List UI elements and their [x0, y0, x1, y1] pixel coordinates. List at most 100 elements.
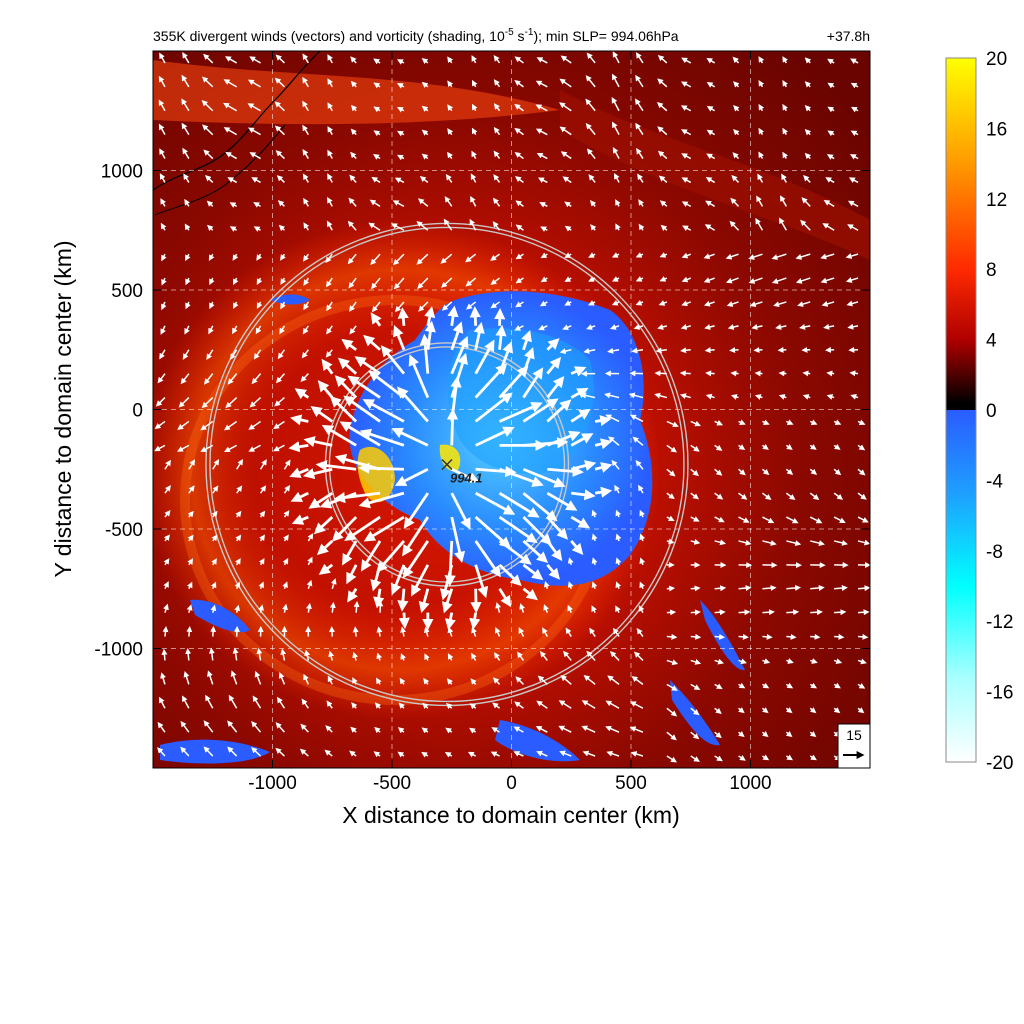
wind-vector [857, 682, 866, 689]
wind-vector [469, 306, 481, 326]
wind-vector [786, 540, 802, 547]
wind-vector [474, 516, 511, 549]
wind-vector [498, 563, 522, 587]
wind-vector [666, 515, 675, 522]
wind-vector [157, 747, 166, 757]
wind-vector [349, 174, 357, 183]
wind-vector [845, 277, 859, 283]
wind-vector [302, 76, 309, 88]
wind-vector [714, 633, 726, 640]
wind-vector [725, 253, 739, 260]
wind-vector [635, 52, 644, 64]
wind-vector [801, 197, 811, 207]
wind-vector [611, 459, 620, 470]
wind-vector [253, 202, 261, 208]
wind-vector [350, 80, 358, 88]
wind-vector [810, 540, 825, 547]
wind-vector [188, 485, 195, 494]
y-tick-label: 0 [132, 401, 143, 422]
wind-vector [539, 202, 548, 208]
wind-vector [522, 347, 535, 375]
wind-vector [785, 682, 794, 689]
wind-vector [827, 106, 835, 113]
wind-vector [471, 55, 477, 64]
wind-vector [185, 277, 191, 286]
wind-vector [570, 460, 597, 471]
wind-vector [417, 277, 429, 289]
wind-vector [303, 222, 310, 231]
wind-vector [591, 509, 598, 518]
wind-vector [612, 121, 620, 136]
wind-vector [282, 557, 289, 566]
wind-vector [301, 349, 309, 359]
wind-vector [857, 468, 866, 476]
wind-vector [660, 224, 668, 231]
wind-vector [810, 633, 821, 640]
wind-vector [761, 731, 769, 738]
wind-vector [303, 301, 310, 311]
wind-vector [465, 301, 477, 310]
wind-vector [681, 201, 692, 208]
wind-vector [611, 276, 620, 282]
wind-vector [782, 56, 789, 64]
wind-vector [833, 419, 842, 425]
wind-vector [635, 252, 644, 258]
wind-vector [494, 626, 501, 637]
wind-vector [368, 222, 381, 231]
wind-vector [331, 516, 358, 542]
wind-vector [450, 321, 464, 351]
wind-vector [373, 58, 381, 65]
x-axis-label: X distance to domain center (km) [342, 802, 679, 828]
wind-vector [259, 459, 267, 470]
wind-vector [421, 727, 429, 734]
wind-vector [227, 746, 238, 757]
wind-vector [833, 682, 841, 689]
wind-vector [629, 726, 644, 733]
wind-vector [607, 347, 620, 354]
wind-vector [540, 252, 548, 259]
wind-vector [559, 102, 572, 112]
wind-vector [605, 414, 620, 423]
wind-vector [580, 392, 596, 399]
wind-vector [857, 609, 870, 616]
wind-vector [857, 539, 870, 546]
wind-vector [210, 581, 217, 590]
wind-vector [493, 126, 501, 136]
wind-vector [586, 650, 596, 661]
wind-vector [585, 98, 596, 112]
wind-vector [373, 751, 381, 758]
wind-vector [629, 701, 644, 709]
wind-vector [559, 78, 572, 88]
wind-vector [290, 491, 309, 502]
wind-vector [847, 200, 859, 208]
wind-vector [834, 609, 847, 616]
wind-vector [423, 626, 430, 637]
wind-vector [396, 386, 429, 423]
wind-vector [280, 277, 287, 285]
wind-vector [738, 658, 748, 665]
wind-vector [631, 347, 644, 354]
wind-vector [679, 370, 691, 377]
wind-vector [639, 581, 645, 590]
wind-vector [228, 694, 238, 709]
wind-vector [639, 533, 646, 542]
wind-vector [329, 601, 336, 613]
wind-vector [754, 394, 763, 400]
wind-vector [185, 301, 191, 310]
wind-vector [615, 581, 622, 590]
wind-vector [302, 124, 309, 136]
wind-vector [795, 277, 811, 284]
wind-vector [809, 731, 817, 738]
wind-vector [636, 147, 644, 159]
wind-vector [444, 751, 453, 758]
wind-vector [850, 58, 859, 65]
wind-vector [738, 539, 752, 546]
wind-vector [302, 173, 309, 183]
wind-vector [857, 492, 867, 500]
wind-vector [447, 80, 454, 88]
wind-vector [654, 392, 668, 399]
wind-vector [370, 312, 382, 327]
wind-vector [183, 671, 190, 685]
wind-vector [591, 605, 597, 613]
wind-vector [515, 224, 524, 231]
